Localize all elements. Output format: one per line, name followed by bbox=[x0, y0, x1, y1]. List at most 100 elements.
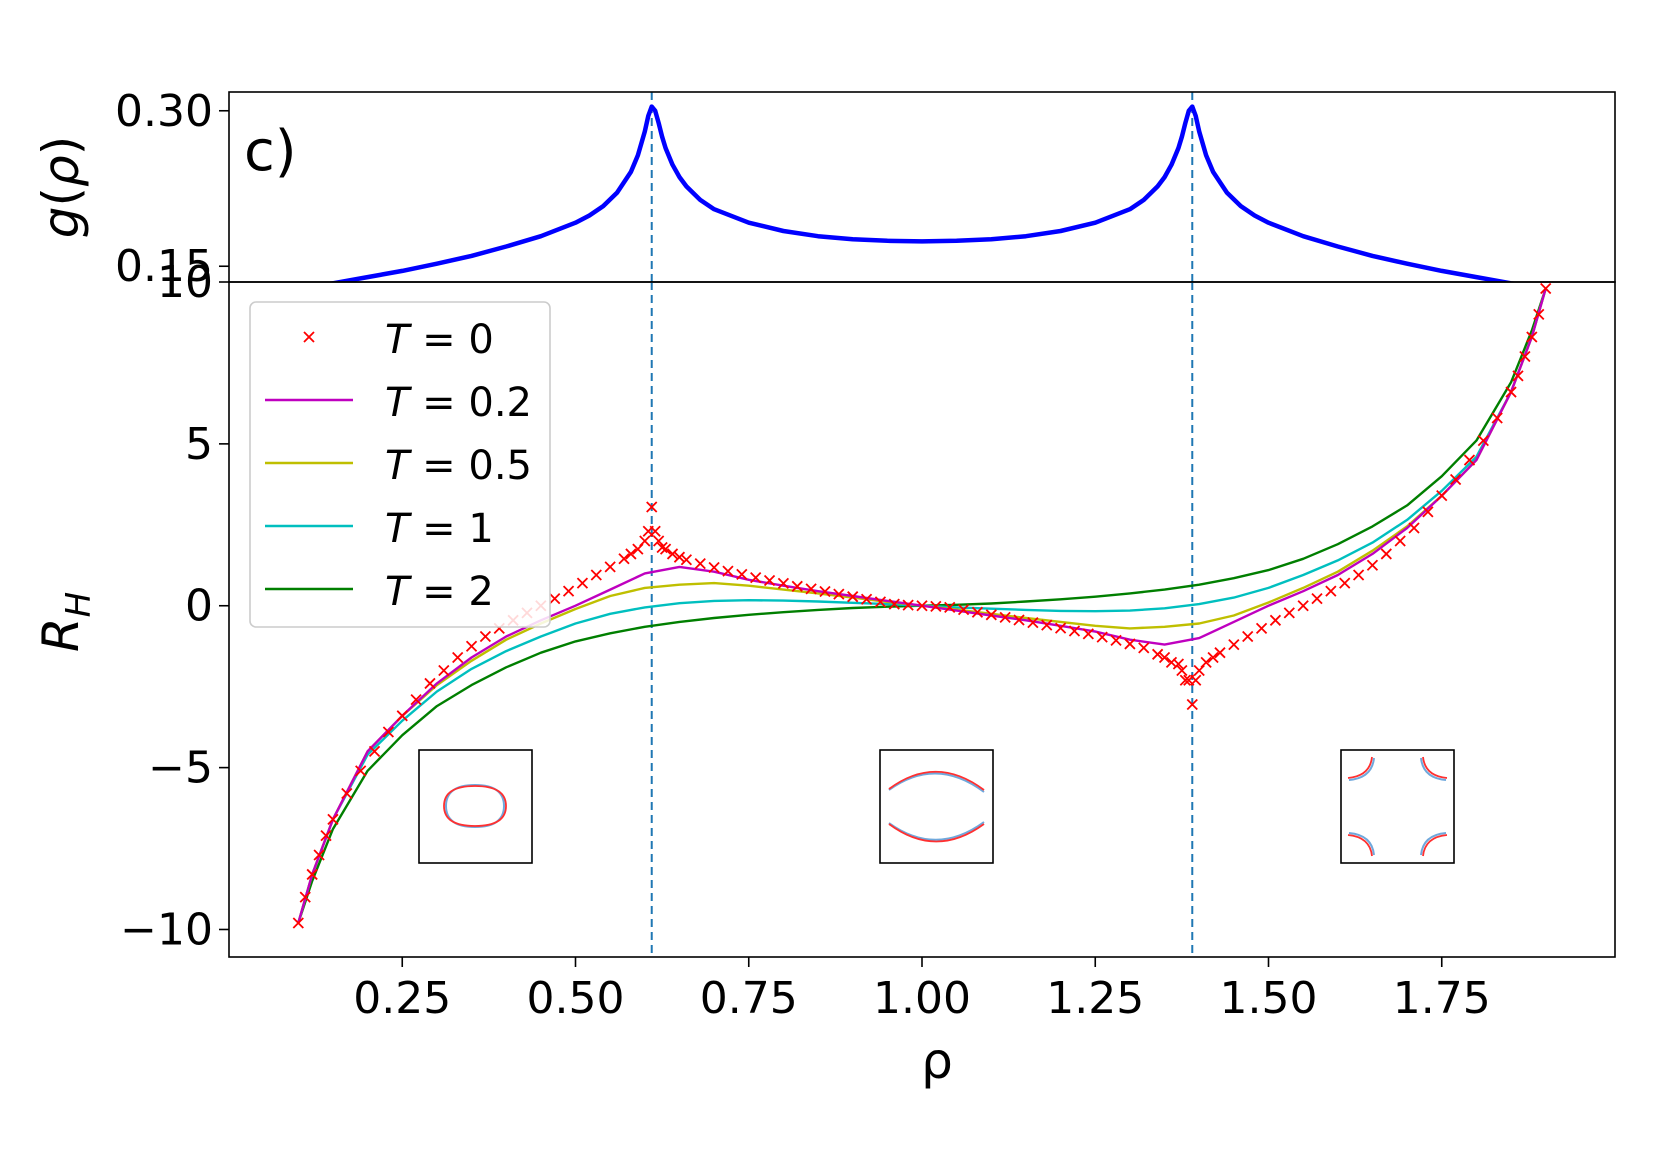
data-point-x-marker bbox=[1214, 647, 1226, 659]
legend-label-rest: = 0.2 bbox=[409, 380, 532, 426]
data-point-x-marker bbox=[1082, 628, 1094, 640]
data-point-x-marker bbox=[1242, 630, 1254, 643]
data-point-x-marker bbox=[355, 765, 367, 777]
data-point-x-marker bbox=[916, 600, 928, 612]
data-point-x-marker bbox=[659, 543, 672, 555]
bottom-y-label-sub: H bbox=[59, 592, 99, 618]
inset-closed-pocket bbox=[418, 749, 533, 864]
data-point-x-marker bbox=[1325, 585, 1337, 597]
data-point-x-marker bbox=[874, 596, 887, 608]
top-y-label-paren-close: ) bbox=[32, 136, 90, 156]
data-point-x-marker bbox=[306, 868, 318, 881]
data-point-x-marker bbox=[736, 568, 748, 580]
legend-box bbox=[249, 301, 551, 628]
data-point-x-marker bbox=[888, 598, 900, 610]
data-point-x-marker bbox=[590, 569, 602, 581]
data-point-x-marker bbox=[708, 561, 720, 574]
bottom-series-group bbox=[292, 282, 1552, 929]
legend-item-4: T = 2 bbox=[265, 569, 494, 615]
legend-label: T = 0.5 bbox=[385, 443, 532, 489]
legend-label: T = 0.2 bbox=[385, 380, 532, 426]
data-point-x-marker bbox=[999, 611, 1011, 624]
data-point-x-marker bbox=[1283, 607, 1295, 619]
data-point-x-marker bbox=[368, 745, 381, 758]
data-point-x-marker bbox=[1176, 664, 1188, 677]
data-point-x-marker bbox=[1491, 412, 1503, 424]
data-point-x-marker bbox=[791, 580, 803, 592]
legend-label: T = 0 bbox=[385, 317, 494, 363]
inset-corner-pockets bbox=[1340, 749, 1455, 864]
inset-open-lines bbox=[879, 749, 994, 864]
legend-label-rest: = 2 bbox=[409, 569, 493, 615]
top-series-line-0 bbox=[327, 104, 1519, 282]
bottom-vlines bbox=[650, 282, 1194, 957]
series-markers-0 bbox=[292, 282, 1552, 929]
data-point-x-marker bbox=[625, 548, 637, 560]
bottom-panel: 0.25 0.50 0.75 1.00 1.25 1.50 1.75 −10 −5 0 5 10 ρ… bbox=[32, 257, 1616, 1090]
x-tick-label: 1.75 bbox=[1393, 973, 1491, 1024]
data-point-x-marker bbox=[1041, 619, 1053, 631]
data-point-x-marker bbox=[1436, 490, 1448, 502]
data-point-x-marker bbox=[1165, 656, 1178, 669]
data-point-x-marker bbox=[1408, 522, 1420, 534]
data-point-x-marker bbox=[576, 577, 589, 589]
data-point-x-marker bbox=[1172, 658, 1185, 670]
legend-label-rest: = 1 bbox=[409, 506, 493, 552]
legend-label: T = 2 bbox=[385, 569, 494, 615]
data-point-x-marker bbox=[438, 664, 450, 677]
legend-label-var: T bbox=[385, 317, 413, 363]
data-point-x-marker bbox=[1013, 614, 1025, 626]
legend-item-3: T = 1 bbox=[265, 506, 494, 552]
data-point-x-marker bbox=[1255, 622, 1268, 635]
data-point-x-marker bbox=[1380, 548, 1392, 560]
data-point-x-marker bbox=[299, 891, 311, 903]
data-point-x-marker bbox=[1158, 651, 1171, 664]
data-point-x-marker bbox=[833, 588, 845, 600]
data-point-x-marker bbox=[957, 603, 970, 616]
data-point-x-marker bbox=[1449, 473, 1462, 486]
data-point-x-marker bbox=[479, 630, 492, 643]
data-point-x-marker bbox=[1054, 622, 1067, 634]
data-point-x-marker bbox=[1533, 308, 1545, 321]
top-series-group bbox=[327, 104, 1519, 282]
legend-item-0: T = 0 bbox=[303, 317, 494, 363]
top-y-label-rho: ρ bbox=[32, 155, 90, 187]
data-point-x-marker bbox=[341, 787, 353, 800]
data-point-x-marker bbox=[649, 525, 661, 537]
data-point-x-marker bbox=[1096, 631, 1108, 643]
data-point-x-marker bbox=[1297, 600, 1309, 612]
top-y-axis-label: g(ρ) bbox=[32, 136, 90, 239]
bottom-x-ticks: 0.25 0.50 0.75 1.00 1.25 1.50 1.75 bbox=[353, 957, 1491, 1024]
data-point-x-marker bbox=[1311, 592, 1323, 605]
data-point-x-marker bbox=[1110, 634, 1122, 647]
top-panel-frame bbox=[228, 91, 1616, 283]
data-point-x-marker bbox=[680, 554, 693, 566]
legend-label-var: T bbox=[385, 506, 413, 552]
top-y-label-paren: ( bbox=[32, 187, 90, 207]
data-point-x-marker bbox=[410, 693, 422, 706]
data-point-x-marker bbox=[944, 601, 956, 613]
data-point-x-marker bbox=[1394, 535, 1406, 547]
data-point-x-marker bbox=[424, 677, 436, 690]
data-point-x-marker bbox=[1540, 282, 1552, 295]
bottom-y-ticks: −10 −5 0 5 10 bbox=[120, 257, 229, 955]
data-point-x-marker bbox=[1463, 454, 1476, 466]
data-point-x-marker bbox=[1151, 648, 1164, 660]
data-point-x-marker bbox=[1027, 616, 1039, 629]
data-point-x-marker bbox=[847, 591, 859, 603]
bottom-y-label-var: R bbox=[32, 617, 90, 652]
top-panel: 0.15 0.30 c) g(ρ) bbox=[32, 86, 1616, 292]
data-point-x-marker bbox=[985, 609, 997, 621]
legend: T = 0T = 0.2T = 0.5T = 1T = 2 bbox=[249, 301, 551, 628]
data-point-x-marker bbox=[1366, 559, 1379, 571]
top-y-tick-label: 0.15 bbox=[115, 241, 213, 292]
data-point-x-marker bbox=[396, 710, 408, 722]
data-point-x-marker bbox=[1422, 506, 1434, 518]
legend-marker bbox=[303, 331, 315, 343]
data-point-x-marker bbox=[618, 553, 630, 565]
data-point-x-marker bbox=[1519, 350, 1531, 363]
data-point-x-marker bbox=[604, 561, 616, 573]
x-tick-label: 0.25 bbox=[353, 973, 451, 1024]
y-tick-label: 0 bbox=[185, 581, 213, 632]
